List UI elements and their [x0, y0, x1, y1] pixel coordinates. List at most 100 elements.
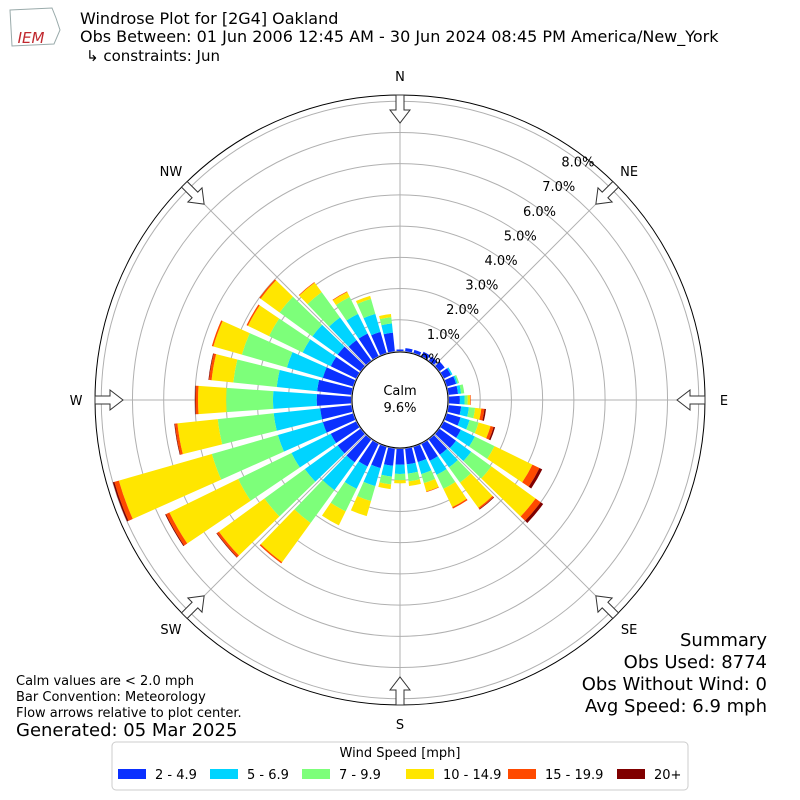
- bar-segment: [358, 440, 379, 467]
- bar-segment: [350, 496, 372, 517]
- bar-segment: [466, 419, 479, 434]
- bar-segment: [479, 408, 485, 421]
- flow-arrow-shape: [595, 180, 620, 205]
- bar-segment: [174, 423, 183, 455]
- bar-segment: [470, 395, 471, 405]
- note: Calm values are < 2.0 mph: [16, 674, 194, 689]
- bar-segment: [299, 282, 322, 305]
- bar-segment: [405, 348, 413, 353]
- bar-segment: [363, 464, 381, 487]
- bar-segment: [335, 297, 358, 321]
- legend-swatch: [508, 769, 536, 779]
- direction-label: SE: [621, 623, 637, 638]
- flow-arrow: [94, 388, 124, 412]
- bar-segment: [259, 544, 283, 564]
- bar-segment: [528, 468, 543, 489]
- bar-segment: [482, 408, 486, 421]
- legend-swatch: [210, 769, 238, 779]
- summary-line: Obs Used: 8774: [624, 652, 767, 673]
- bar-segment: [379, 314, 392, 320]
- r-tick-label: 6.0%: [523, 205, 556, 220]
- bar-segment: [276, 370, 320, 392]
- logo-shape: [9, 7, 61, 47]
- r-tick-label: 4.0%: [485, 254, 518, 269]
- spoke: [183, 434, 366, 617]
- bar-segment: [302, 339, 337, 367]
- bar-segment: [321, 502, 346, 526]
- bar-segment: [435, 428, 457, 449]
- bar-segment: [405, 447, 416, 465]
- bar-segment: [448, 395, 460, 405]
- summary-line: Obs Without Wind: 0: [582, 674, 767, 695]
- bar-segment: [114, 480, 133, 521]
- bar-segment: [428, 356, 438, 365]
- bar-segment: [488, 426, 496, 441]
- bar-segment: [406, 462, 418, 474]
- bar-segment: [268, 318, 311, 353]
- bar-segment: [439, 448, 458, 468]
- bar-segment: [177, 419, 223, 455]
- r-tick-label: 1.0%: [427, 328, 460, 343]
- flow-arrow-shape: [388, 94, 412, 124]
- bar-segment: [247, 305, 280, 337]
- generated: Generated: 05 Mar 2025: [16, 720, 237, 741]
- note: Bar Convention: Meteorology: [16, 690, 206, 705]
- bar-segment: [394, 464, 406, 474]
- bar-segment: [463, 451, 492, 479]
- bar-segment: [447, 405, 462, 415]
- bar-segment: [217, 413, 277, 445]
- bar-segment: [467, 407, 476, 419]
- chart-title: Windrose Plot for [2G4] Oakland: [80, 9, 338, 28]
- bar-segment: [459, 473, 493, 508]
- bar-segment: [112, 481, 129, 522]
- bar-segment: [211, 320, 223, 347]
- logo: IEM: [9, 7, 61, 47]
- legend-swatch: [118, 769, 146, 779]
- bar-segment: [459, 395, 465, 405]
- bar-segment: [291, 433, 337, 468]
- bar-segment: [378, 482, 392, 490]
- bar-segment: [426, 486, 439, 493]
- bar-segment: [259, 279, 277, 299]
- note: Flow arrows relative to plot center.: [16, 706, 242, 721]
- bar-segment: [208, 353, 214, 380]
- summary-title: Summary: [680, 630, 767, 651]
- bar-segment: [246, 304, 260, 326]
- bar-segment: [332, 291, 348, 301]
- bar-segment: [211, 354, 238, 383]
- bar-segment: [322, 413, 356, 433]
- bar-segment: [194, 385, 197, 415]
- bar-segment: [320, 405, 353, 420]
- bar-segment: [277, 422, 327, 452]
- legend-label: 7 - 9.9: [339, 768, 381, 783]
- bar-segment: [487, 446, 533, 483]
- calm-circle: [351, 351, 449, 449]
- bar-segment: [371, 331, 387, 356]
- spoke: [434, 183, 617, 366]
- bar-segment: [440, 421, 461, 438]
- bar-segment: [452, 498, 468, 509]
- bar-segment: [379, 317, 392, 326]
- bar-segment: [174, 423, 181, 455]
- bar-segment: [260, 280, 293, 313]
- bar-segment: [198, 385, 227, 415]
- bar-segment: [443, 482, 467, 508]
- direction-label: E: [720, 394, 728, 409]
- r-tick-label: 8.0%: [561, 156, 594, 171]
- bar-segment: [169, 478, 251, 544]
- bar-segment: [316, 394, 352, 406]
- bar-segment: [383, 332, 395, 353]
- bar-segment: [447, 385, 459, 395]
- bar-segment: [417, 459, 432, 475]
- bar-segment: [355, 295, 372, 304]
- bar-segment: [469, 436, 495, 459]
- bar-segment: [478, 495, 494, 510]
- bar-segment: [383, 447, 395, 466]
- bar-segment: [379, 474, 392, 485]
- bar-segment: [394, 473, 406, 481]
- bar-segment: [330, 356, 360, 379]
- chart-subtitle: Obs Between: 01 Jun 2006 12:45 AM - 30 J…: [80, 27, 719, 47]
- bar-segment: [456, 385, 462, 394]
